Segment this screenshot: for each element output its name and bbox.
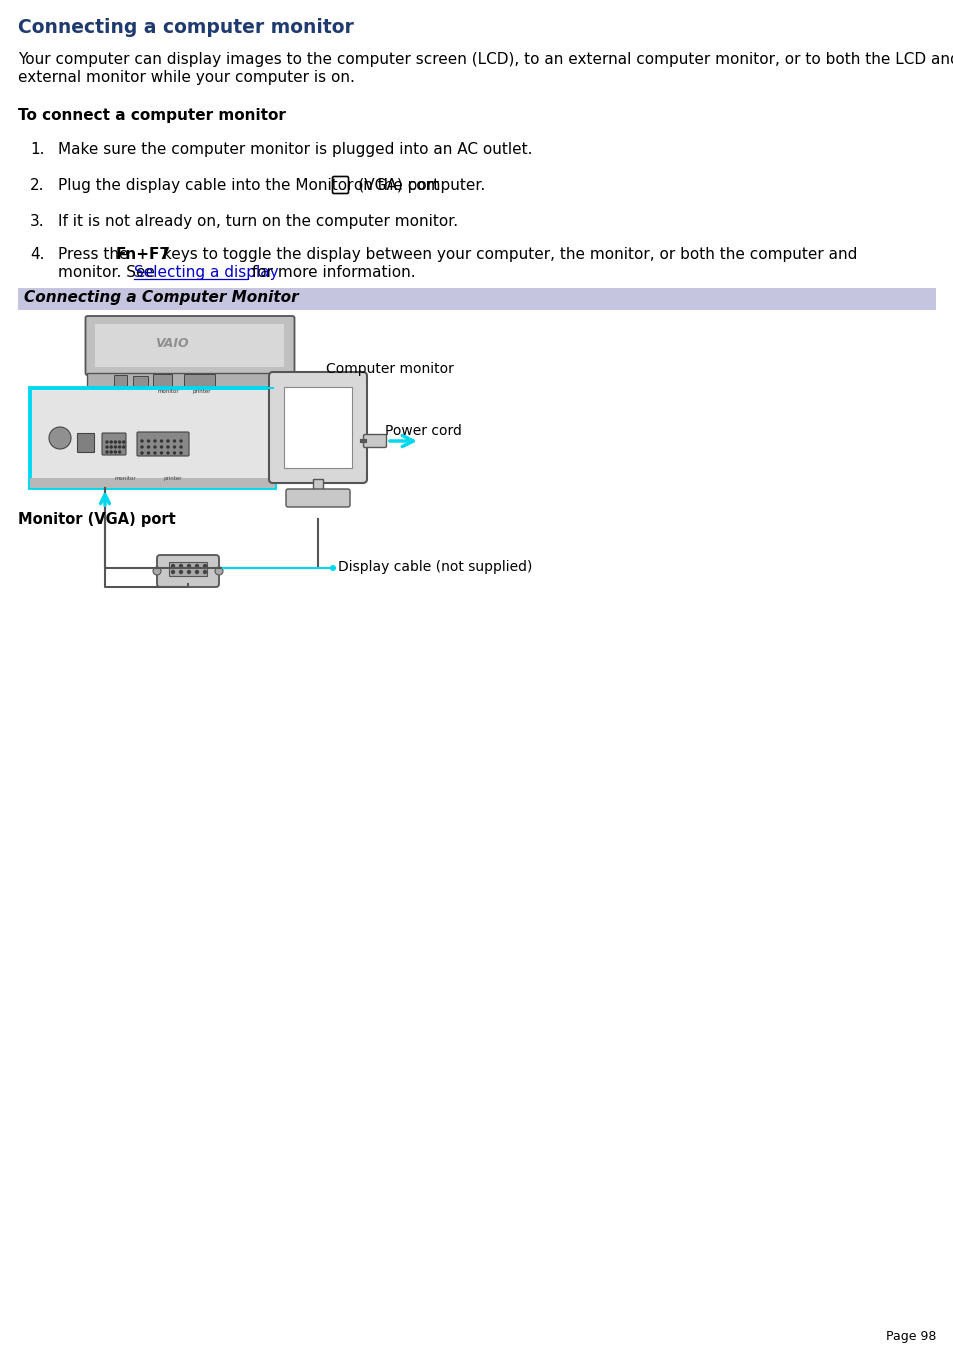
Circle shape — [141, 453, 143, 454]
Circle shape — [106, 440, 108, 443]
Circle shape — [111, 451, 112, 453]
Circle shape — [172, 565, 174, 567]
Circle shape — [114, 446, 116, 449]
Circle shape — [188, 570, 191, 574]
Circle shape — [141, 446, 143, 449]
Text: Connecting a Computer Monitor: Connecting a Computer Monitor — [24, 290, 298, 305]
Circle shape — [180, 453, 182, 454]
Text: monitor: monitor — [157, 389, 178, 394]
Circle shape — [106, 451, 108, 453]
Circle shape — [153, 446, 156, 449]
Circle shape — [203, 565, 206, 567]
Text: for more information.: for more information. — [247, 265, 416, 280]
Text: Make sure the computer monitor is plugged into an AC outlet.: Make sure the computer monitor is plugge… — [58, 142, 532, 157]
Circle shape — [173, 440, 175, 442]
Text: Display cable (not supplied): Display cable (not supplied) — [337, 561, 532, 574]
Text: printer: printer — [164, 476, 182, 481]
FancyBboxPatch shape — [286, 489, 350, 507]
Circle shape — [167, 440, 169, 442]
FancyBboxPatch shape — [153, 374, 172, 386]
FancyBboxPatch shape — [86, 316, 294, 376]
Circle shape — [203, 570, 206, 574]
Text: monitor: monitor — [114, 476, 135, 481]
Circle shape — [214, 567, 223, 576]
Circle shape — [160, 453, 162, 454]
Circle shape — [172, 570, 174, 574]
Circle shape — [179, 570, 182, 574]
Circle shape — [148, 453, 150, 454]
Circle shape — [152, 567, 161, 576]
Circle shape — [114, 440, 116, 443]
Circle shape — [167, 446, 169, 449]
Bar — [18, 288, 935, 309]
Circle shape — [179, 565, 182, 567]
FancyBboxPatch shape — [137, 432, 189, 457]
Text: Selecting a display: Selecting a display — [133, 265, 278, 280]
Circle shape — [141, 440, 143, 442]
Circle shape — [106, 446, 108, 449]
Circle shape — [118, 440, 120, 443]
Text: 1.: 1. — [30, 142, 45, 157]
Circle shape — [148, 446, 150, 449]
Circle shape — [123, 446, 125, 449]
FancyBboxPatch shape — [133, 377, 149, 386]
Circle shape — [330, 565, 335, 571]
Circle shape — [173, 453, 175, 454]
Circle shape — [148, 440, 150, 442]
Text: If it is not already on, turn on the computer monitor.: If it is not already on, turn on the com… — [58, 213, 457, 230]
Circle shape — [111, 440, 112, 443]
Bar — [88, 373, 293, 388]
Bar — [30, 478, 274, 488]
Circle shape — [118, 451, 120, 453]
Text: external monitor while your computer is on.: external monitor while your computer is … — [18, 70, 355, 85]
Text: Connecting a computer monitor: Connecting a computer monitor — [18, 18, 354, 36]
Bar — [169, 562, 207, 576]
Text: keys to toggle the display between your computer, the monitor, or both the compu: keys to toggle the display between your … — [158, 247, 857, 262]
Circle shape — [188, 565, 191, 567]
Bar — [95, 324, 284, 367]
Text: Power cord: Power cord — [385, 424, 461, 438]
Text: To connect a computer monitor: To connect a computer monitor — [18, 108, 286, 123]
Circle shape — [111, 446, 112, 449]
Text: VAIO: VAIO — [155, 336, 189, 350]
FancyBboxPatch shape — [363, 435, 386, 447]
Circle shape — [153, 440, 156, 442]
Circle shape — [173, 446, 175, 449]
Bar — [30, 388, 274, 488]
Bar — [284, 386, 352, 467]
Circle shape — [195, 565, 198, 567]
Text: 4.: 4. — [30, 247, 45, 262]
Text: printer: printer — [193, 389, 211, 394]
FancyBboxPatch shape — [184, 374, 215, 386]
Circle shape — [180, 446, 182, 449]
FancyBboxPatch shape — [333, 177, 348, 193]
Text: Plug the display cable into the Monitor (VGA) port: Plug the display cable into the Monitor … — [58, 178, 443, 193]
Circle shape — [49, 427, 71, 449]
FancyBboxPatch shape — [77, 434, 94, 453]
Text: on the computer.: on the computer. — [349, 178, 485, 193]
Circle shape — [118, 446, 120, 449]
FancyBboxPatch shape — [157, 555, 219, 586]
FancyBboxPatch shape — [114, 376, 128, 386]
Text: monitor. See: monitor. See — [58, 265, 160, 280]
Text: Fn+F7: Fn+F7 — [116, 247, 171, 262]
Text: Page 98: Page 98 — [884, 1329, 935, 1343]
Text: 3.: 3. — [30, 213, 45, 230]
Circle shape — [180, 440, 182, 442]
Circle shape — [160, 446, 162, 449]
Circle shape — [160, 440, 162, 442]
Text: Computer monitor: Computer monitor — [326, 362, 454, 376]
Circle shape — [123, 440, 125, 443]
Circle shape — [153, 453, 156, 454]
Text: 2.: 2. — [30, 178, 45, 193]
Text: Monitor (VGA) port: Monitor (VGA) port — [18, 512, 175, 527]
FancyBboxPatch shape — [102, 434, 126, 455]
Circle shape — [114, 451, 116, 453]
Text: Press the: Press the — [58, 247, 133, 262]
Text: Your computer can display images to the computer screen (LCD), to an external co: Your computer can display images to the … — [18, 51, 953, 68]
Circle shape — [195, 570, 198, 574]
Bar — [313, 480, 323, 490]
Circle shape — [167, 453, 169, 454]
FancyBboxPatch shape — [269, 372, 367, 484]
